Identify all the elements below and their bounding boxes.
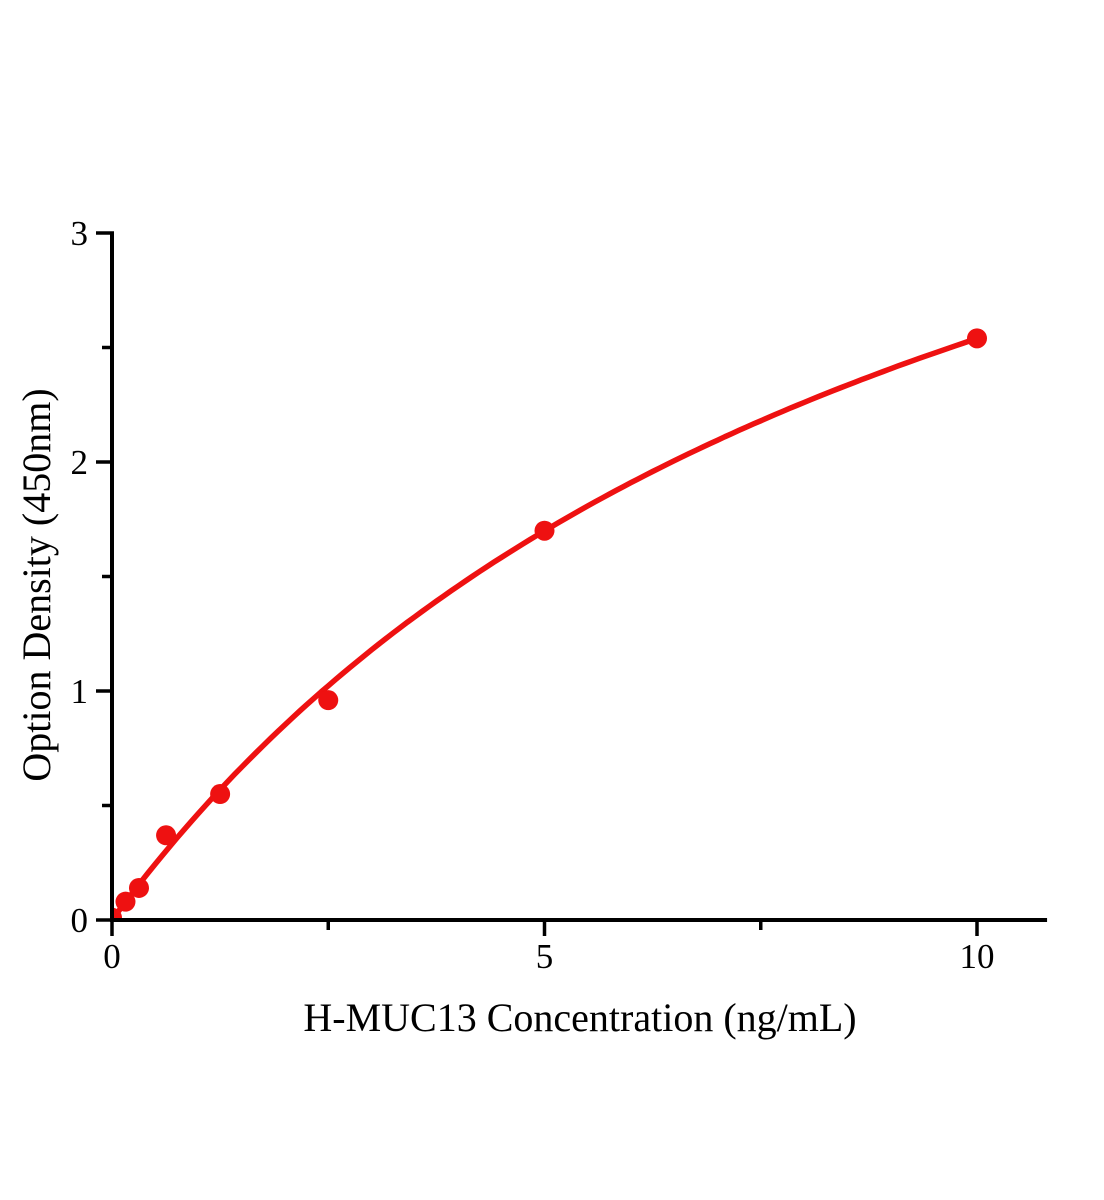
x-tick-label: 0: [103, 937, 121, 976]
data-point-marker: [128, 877, 149, 898]
data-point-marker: [156, 825, 177, 846]
y-tick-label: 0: [71, 901, 89, 940]
y-tick-labels: 0 1 2 3: [71, 214, 89, 940]
x-axis: [110, 918, 1048, 936]
y-axis-title: Option Density (450nm): [14, 388, 59, 781]
fit-curve-line: [114, 335, 980, 918]
x-tick-label: 5: [536, 937, 554, 976]
fit-curve: [114, 335, 980, 918]
data-point-marker: [115, 891, 136, 912]
data-point-marker: [534, 520, 555, 541]
data-point-marker: [210, 784, 231, 805]
x-tick-labels: 0 5 10: [103, 937, 994, 976]
data-point-marker: [967, 328, 987, 349]
x-tick-label: 10: [960, 937, 995, 976]
x-axis-title: H-MUC13 Concentration (ng/mL): [303, 995, 856, 1040]
data-point-marker: [318, 690, 339, 711]
y-tick-label: 1: [71, 672, 89, 711]
y-axis: [96, 231, 114, 922]
data-point-marker: [114, 907, 122, 918]
data-points-series: [114, 328, 987, 918]
y-tick-label: 3: [71, 214, 89, 253]
y-tick-label: 2: [71, 443, 89, 482]
